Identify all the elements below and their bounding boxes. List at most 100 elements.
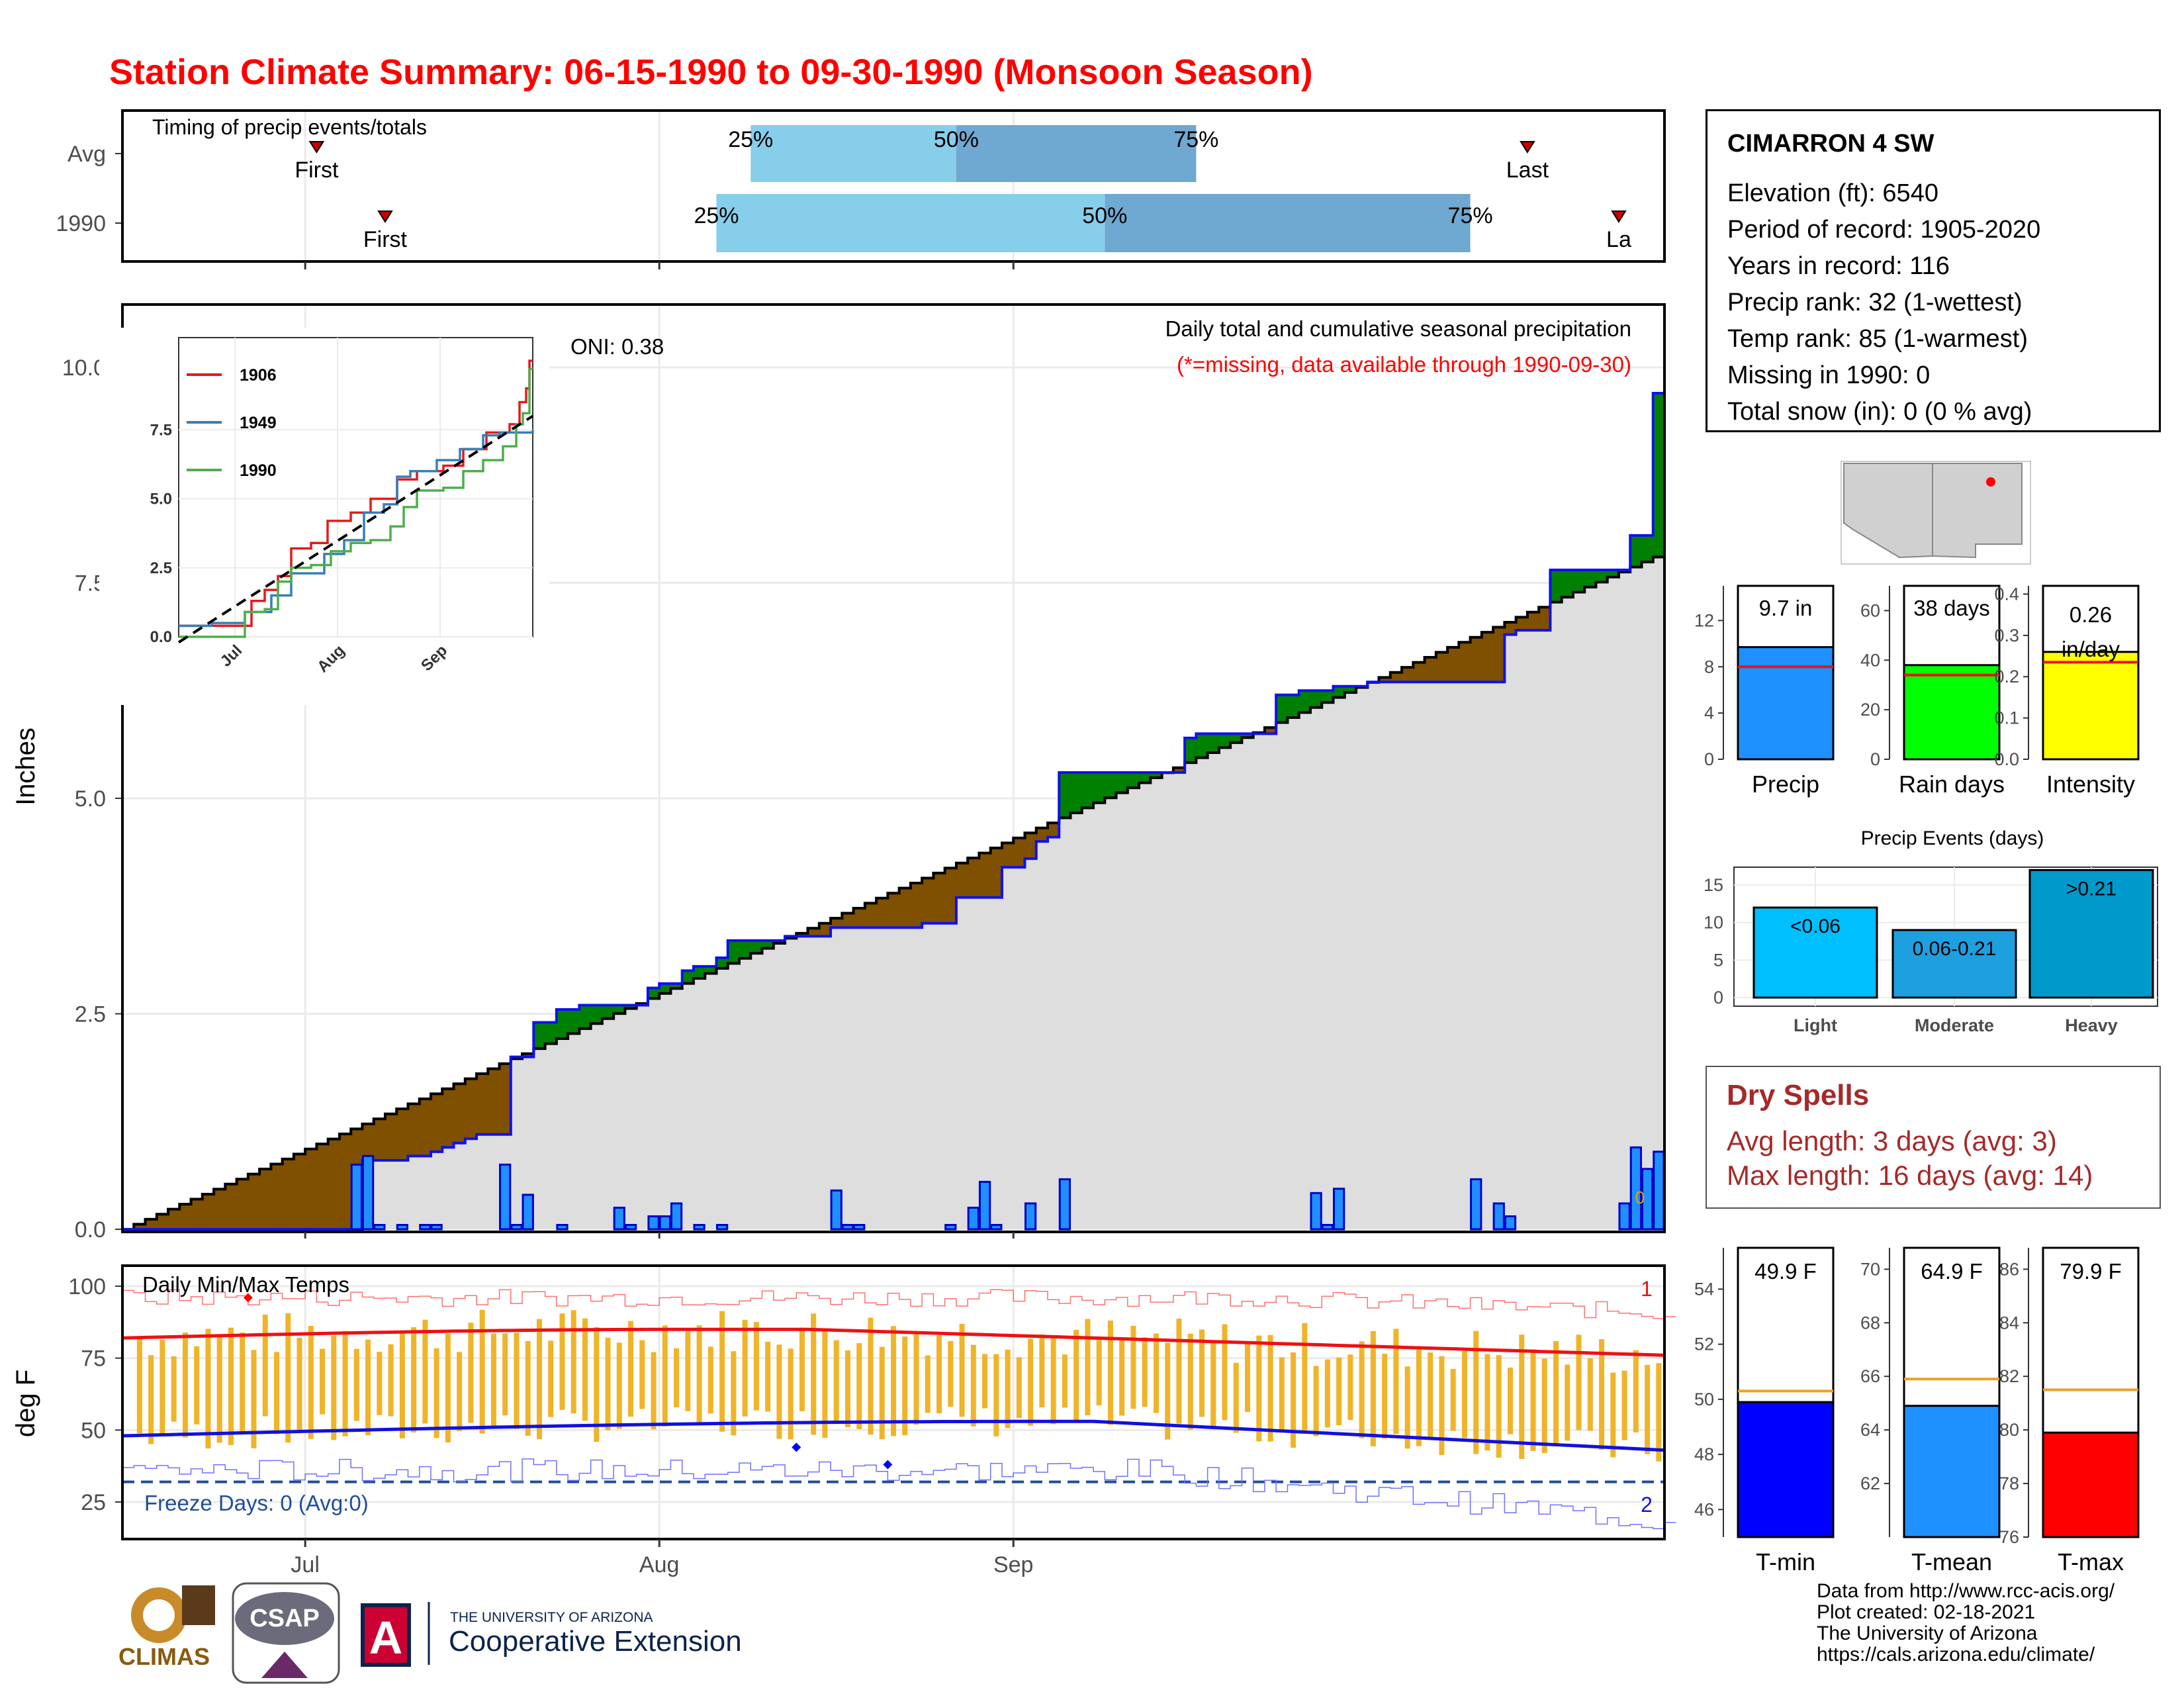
y-tick-label: 52	[1694, 1335, 1714, 1354]
cumulative-base	[1447, 682, 1459, 1229]
y-tick-label: 64	[1860, 1420, 1880, 1440]
bar-value-text: in/day	[2062, 637, 2120, 661]
cumulative-base	[1539, 630, 1551, 1229]
bar-label: Intensity	[2046, 771, 2135, 798]
cumulative-base	[796, 936, 809, 1229]
cumulative-base	[442, 1147, 455, 1229]
y-tick-label: 54	[1694, 1279, 1714, 1299]
below-avg-fill	[373, 1119, 386, 1160]
cumulative-base	[510, 1058, 523, 1229]
daily-precip-bar	[990, 1223, 1003, 1231]
logos: CLIMAS CSAP A THE UNIVERSITY OF ARIZONACoop…	[118, 1582, 742, 1684]
event-marker	[1611, 211, 1627, 223]
event-label: First	[363, 227, 408, 252]
daily-temp-bar	[479, 1309, 485, 1434]
cumulative-base	[625, 1008, 637, 1229]
below-avg-fill	[339, 1134, 351, 1229]
precip-note: Daily total and cumulative seasonal prec…	[1165, 316, 1631, 341]
y-tick-label: 5	[1713, 950, 1723, 970]
x-tick-label: Jul	[291, 1552, 319, 1577]
daily-precip-bar	[522, 1194, 534, 1231]
cumulative-base	[1607, 577, 1619, 1229]
below-avg-fill	[1379, 677, 1391, 682]
daily-temp-bar	[353, 1348, 359, 1421]
below-avg-fill	[1539, 607, 1551, 631]
daily-temp-bar	[536, 1319, 542, 1440]
bar-label: Rain days	[1899, 771, 2005, 798]
daily-precip-bar	[1024, 1202, 1037, 1231]
below-avg-fill	[316, 1144, 329, 1229]
daily-temp-bar	[1187, 1333, 1193, 1430]
cumulative-base	[979, 897, 991, 1229]
record-high-line	[122, 1289, 1676, 1319]
daily-temp-bar	[982, 1354, 988, 1409]
cumulative-base	[408, 1156, 420, 1229]
above-avg-fill	[1242, 733, 1254, 738]
daily-temp-bar	[240, 1333, 246, 1434]
cumulative-base	[453, 1143, 466, 1229]
y-tick-label: 0.0	[75, 1217, 106, 1243]
event-marker	[1520, 141, 1535, 154]
record-low-count: 2	[1641, 1493, 1653, 1517]
cumulative-base	[1173, 772, 1185, 1229]
below-avg-fill	[477, 1074, 488, 1135]
daily-temp-bar	[502, 1333, 508, 1416]
cumulative-base	[944, 923, 957, 1229]
y-tick-label: 15	[1704, 875, 1723, 895]
daily-precip-bar	[1470, 1178, 1482, 1231]
cumulative-base	[431, 1151, 443, 1229]
y-tick-label: 0.4	[1994, 584, 2019, 604]
cumulative-base	[602, 1018, 614, 1229]
cumulative-base	[1185, 763, 1197, 1229]
daily-temp-bar	[1107, 1320, 1113, 1425]
cumulative-base	[864, 927, 877, 1229]
coop-extension-text: Cooperative Extension	[449, 1625, 742, 1658]
daily-temp-bar	[662, 1325, 668, 1427]
daily-temp-bar	[1210, 1341, 1216, 1429]
daily-precip-bar	[361, 1154, 375, 1231]
daily-temp-bar	[594, 1327, 600, 1442]
bar-value-text: 0.26	[2070, 602, 2112, 627]
daily-temp-bar	[925, 1355, 931, 1413]
info-line: Total snow (in): 0 (0 % avg)	[1727, 398, 2032, 426]
daily-precip-bar	[1332, 1188, 1345, 1231]
below-avg-fill	[191, 1199, 203, 1229]
cumulative-base	[968, 897, 979, 1229]
above-avg-fill	[568, 1009, 580, 1034]
y-tick-label: 0	[1704, 749, 1714, 769]
daily-temp-bar	[216, 1336, 222, 1443]
daily-temp-bar	[1519, 1335, 1525, 1460]
daily-temp-bar	[1496, 1355, 1502, 1458]
daily-temp-bar	[296, 1337, 302, 1430]
below-avg-fill	[1264, 727, 1277, 734]
below-avg-fill	[1001, 843, 1014, 868]
below-avg-fill	[168, 1209, 180, 1229]
bar-label: Precip	[1752, 771, 1819, 798]
daily-temp-bar	[1119, 1338, 1125, 1416]
daily-temp-bar	[742, 1319, 748, 1417]
daily-temp-bar	[765, 1341, 771, 1412]
below-avg-fill	[442, 1088, 455, 1148]
value-bar	[1737, 1401, 1835, 1538]
cumulative-base	[727, 963, 740, 1229]
below-avg-fill	[282, 1158, 295, 1229]
daily-temp-bar	[844, 1350, 850, 1428]
cumulative-base	[1390, 682, 1402, 1229]
daily-temp-bar	[490, 1333, 496, 1428]
daily-precip-bar	[1641, 1168, 1654, 1231]
daily-temp-bar	[1096, 1340, 1102, 1405]
daily-temp-bar	[548, 1340, 554, 1417]
daily-temp-bar	[1599, 1339, 1605, 1450]
bar-label: T-mean	[1911, 1548, 1992, 1575]
cumulative-base	[1276, 722, 1288, 1229]
event-marker	[308, 141, 325, 154]
above-avg-fill	[556, 1009, 569, 1039]
cumulative-base	[705, 973, 717, 1229]
cumulative-base	[910, 927, 923, 1229]
y-tick-label: 10.0	[62, 355, 106, 381]
inset-y-tick: 5.0	[150, 491, 172, 508]
cumulative-base	[1059, 818, 1071, 1229]
cumulative-base	[1070, 812, 1083, 1229]
daily-precip-bar	[693, 1223, 705, 1231]
cumulative-base	[1367, 682, 1380, 1229]
